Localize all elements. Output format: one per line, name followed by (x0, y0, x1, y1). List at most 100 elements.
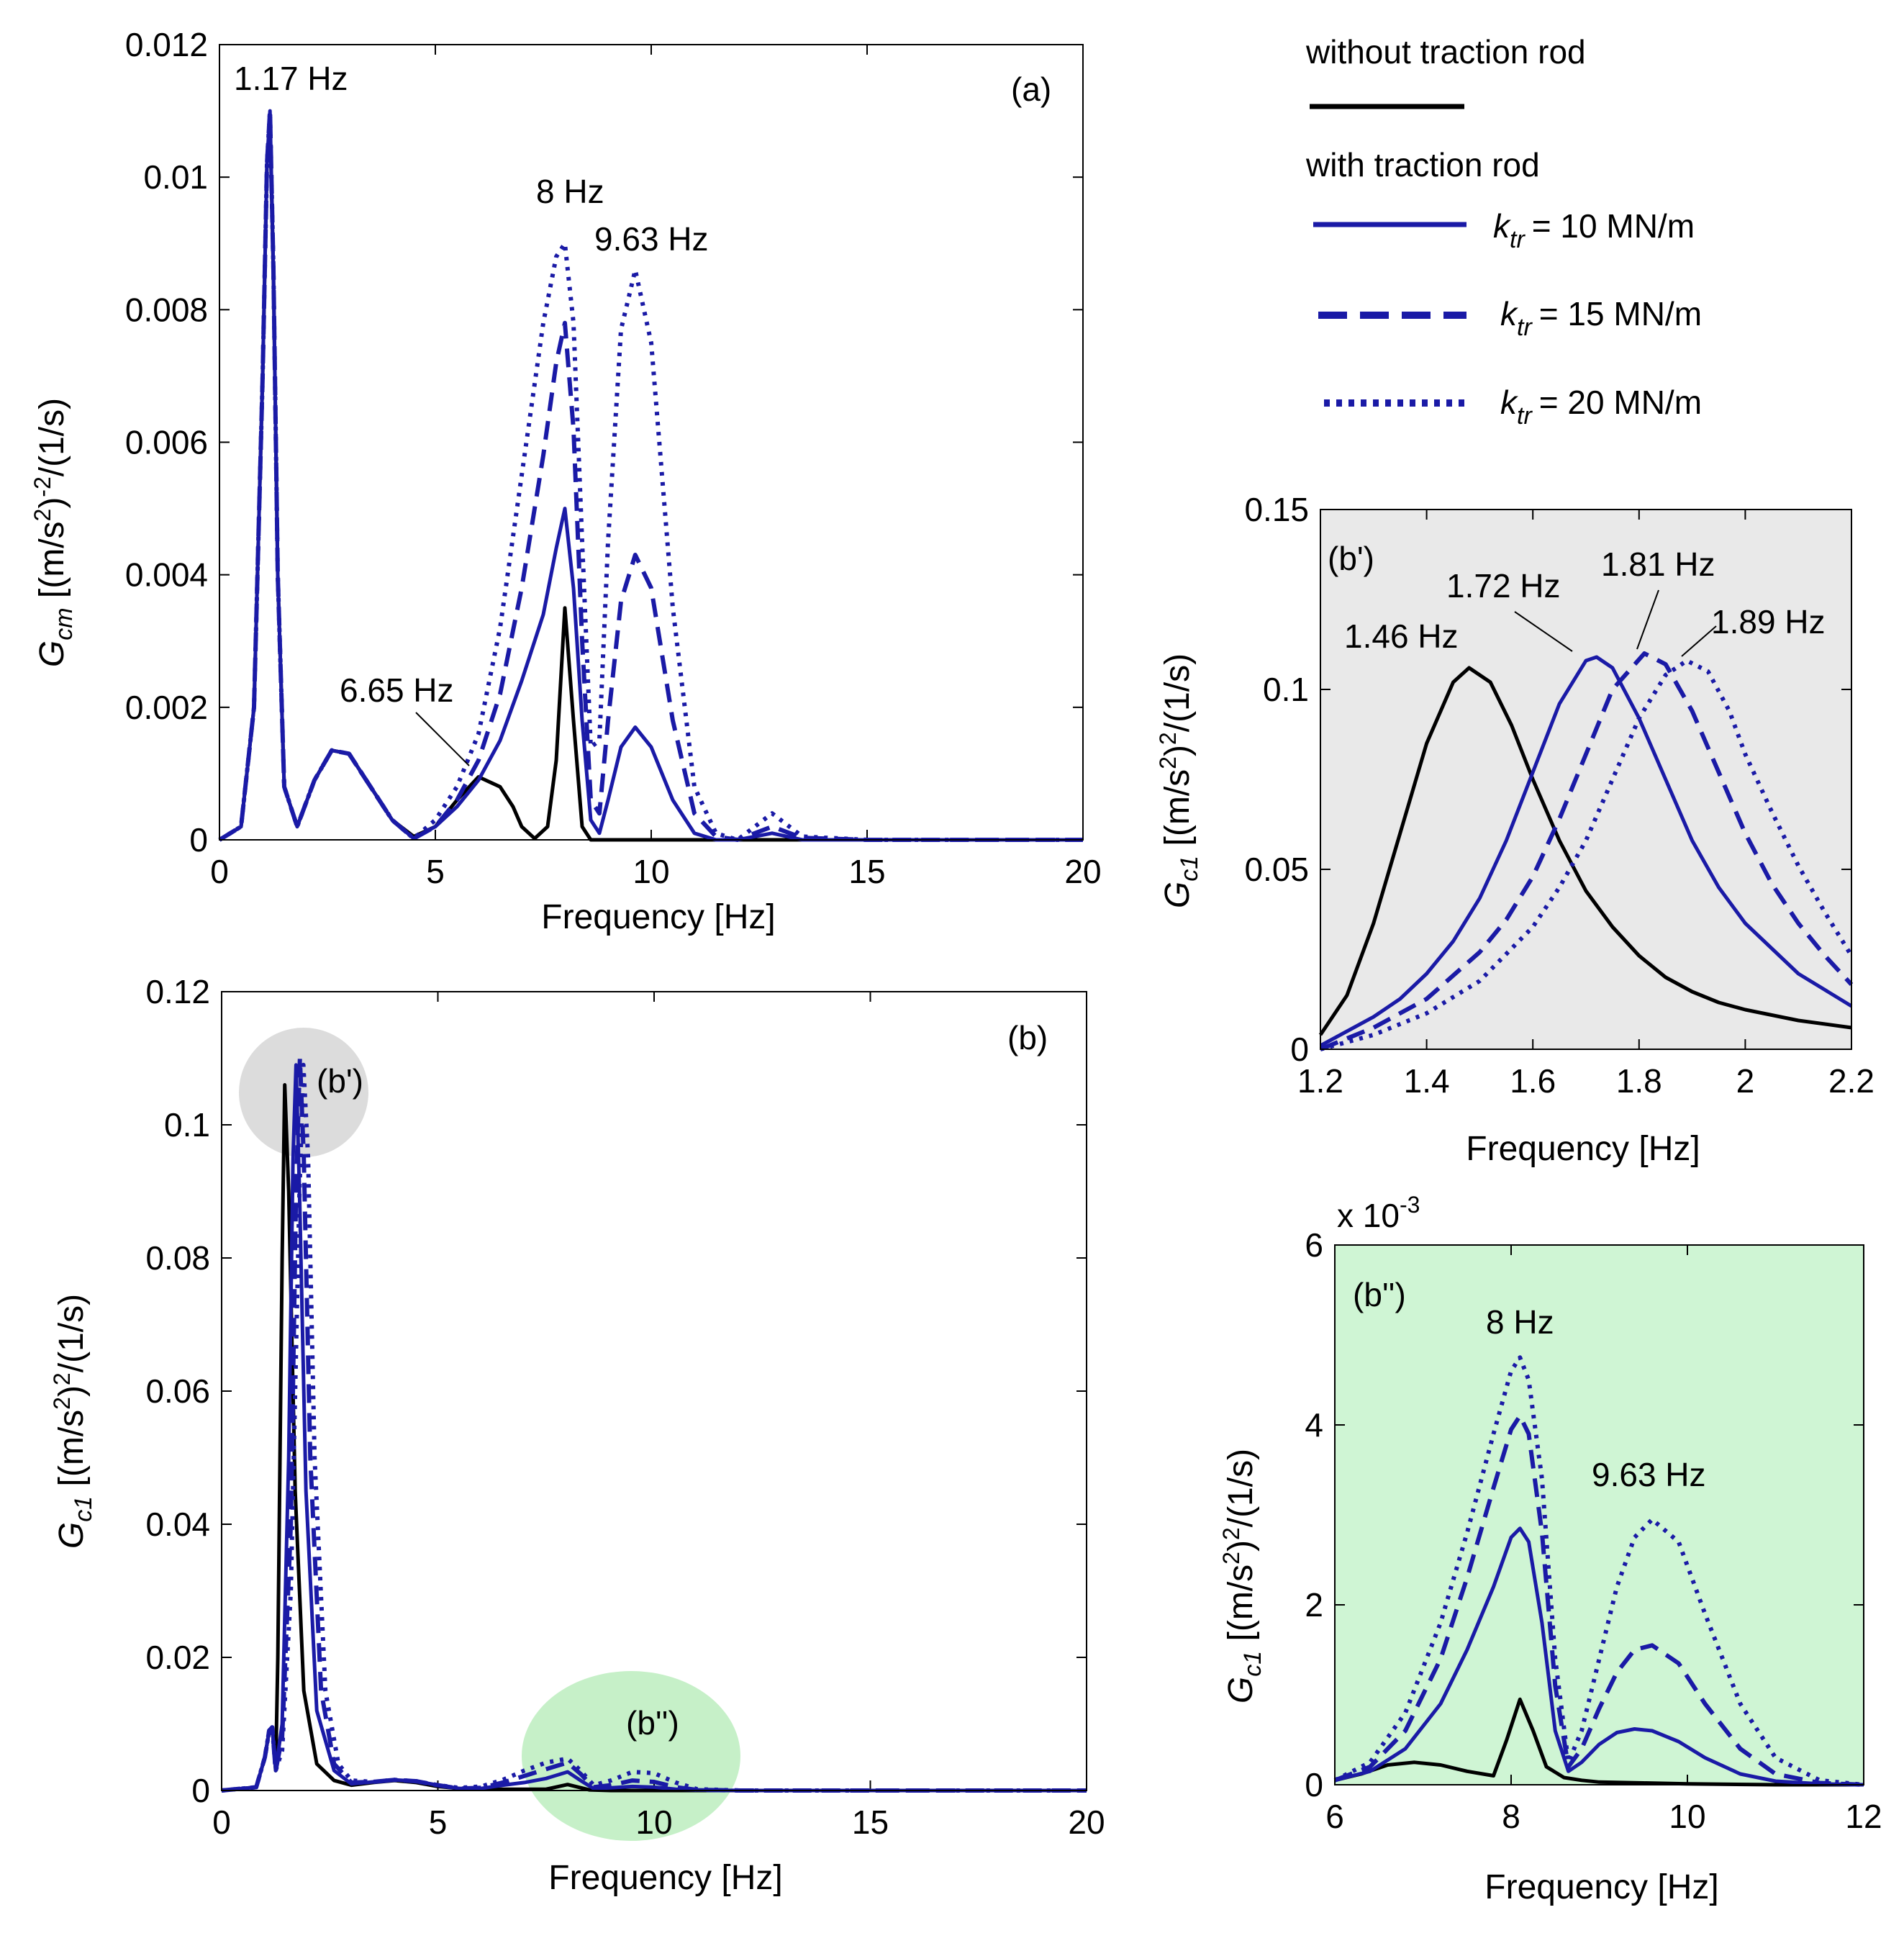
series-dashed (1333, 1413, 1864, 1787)
panel-bprime-frame (1320, 509, 1852, 1050)
legend: without traction rod with traction rod k… (1305, 33, 1702, 430)
y-tick-label: 0.05 (1244, 851, 1309, 888)
y-tick-label: 0 (191, 1772, 210, 1809)
x-tick-label: 5 (426, 853, 445, 890)
y-tick-label: 0 (1290, 1031, 1309, 1068)
panel-a-ylabel: Gcm [(m/s2)-2/(1/s) (30, 398, 78, 667)
y-tick-label: 0.1 (164, 1106, 210, 1144)
panel-bprime-ticks: 1.2 1.4 1.6 1.8 2 2.2 0 0.05 0.1 0.15 (1244, 491, 1874, 1100)
x-tick-label: 0 (212, 1803, 231, 1841)
annotation-bprime-146: 1.46 Hz (1344, 617, 1459, 655)
y-tick-label: 0 (189, 821, 208, 859)
legend-entry-20: ktr = 20 MN/m (1500, 384, 1702, 430)
y-tick-label: 0.15 (1244, 491, 1309, 528)
series-dashed (1319, 651, 1854, 1051)
legend-entry-15: ktr = 15 MN/m (1500, 295, 1702, 341)
panel-b-label: (b) (1007, 1019, 1048, 1056)
panel-bprime-background (1320, 510, 1851, 1049)
annotation-bprime-leader-172 (1514, 611, 1573, 652)
panel-bdouble-frame (1334, 1244, 1864, 1785)
x-tick-label: 1.8 (1616, 1062, 1662, 1100)
panel-bdouble-label: (b'') (1353, 1276, 1406, 1313)
x-tick-label: 8 (1502, 1798, 1520, 1835)
x-tick-label: 2 (1736, 1062, 1755, 1100)
series-solid (1334, 1697, 1864, 1787)
x-tick-label: 15 (848, 853, 885, 890)
panel-b: 0 5 10 15 20 0 0.02 0.04 0.06 0.08 0.1 0.12 (b) (b'… (49, 973, 1105, 1897)
x-tick-label: 20 (1068, 1803, 1105, 1841)
y-tick-label: 6 (1305, 1226, 1323, 1264)
annotation-a-leader-665 (415, 712, 470, 766)
panel-a: 0 5 10 15 20 0 0.002 0.004 0.006 0.008 0.01 0.012 (… (30, 26, 1102, 936)
series-dotted (1320, 658, 1854, 1051)
annotation-a-peak-8: 8 Hz (536, 173, 604, 210)
series-solid (1334, 1526, 1864, 1787)
panel-b-ticks: 0 5 10 15 20 0 0.02 0.04 0.06 0.08 0.1 0.12 (145, 973, 1105, 1841)
legend-entry-10: ktr = 10 MN/m (1493, 207, 1695, 253)
panel-bprime-ylabel: Gc1 [(m/s2)2/(1/s) (1155, 653, 1203, 908)
x-tick-label: 6 (1325, 1798, 1344, 1835)
panel-bdouble-ticks: 6 8 10 12 0 2 4 6 (1305, 1226, 1882, 1835)
annotation-a-peak-963: 9.63 Hz (594, 220, 709, 258)
series-solid (1318, 666, 1852, 1036)
panel-a-label: (a) (1011, 71, 1051, 108)
zoom-circle-bdouble (522, 1671, 740, 1841)
panel-bdouble-ylabel: Gc1 [(m/s2)2/(1/s) (1218, 1449, 1266, 1703)
y-tick-label: 0.12 (145, 973, 210, 1010)
panel-bprime-label: (b') (1328, 540, 1374, 577)
y-tick-label: 0.008 (125, 291, 208, 328)
series-dotted (221, 1062, 1087, 1793)
annotation-bprime-leader-181 (1636, 589, 1659, 650)
panel-b-ylabel: Gc1 [(m/s2)2/(1/s) (49, 1294, 97, 1549)
y-tick-label: 4 (1305, 1406, 1323, 1444)
y-tick-label: 0.06 (145, 1372, 210, 1410)
panel-a-xlabel: Frequency [Hz] (541, 898, 775, 936)
panel-bprime: 1.2 1.4 1.6 1.8 2 2.2 0 0.05 0.1 0.15 (b') 1.46 H… (1155, 491, 1874, 1168)
annotation-bprime-leader-189 (1681, 625, 1717, 657)
panel-bdouble-scale: x 10-3 (1337, 1192, 1420, 1234)
annotation-bprime-189: 1.89 Hz (1711, 603, 1826, 640)
panel-b-frame (221, 991, 1087, 1791)
annotation-bprime-181: 1.81 Hz (1601, 546, 1715, 583)
panel-bdouble-curves (1333, 1355, 1864, 1787)
annotation-b-bdouble: (b'') (626, 1704, 679, 1742)
y-tick-label: 0.1 (1263, 671, 1309, 708)
y-tick-label: 0.08 (145, 1239, 210, 1277)
y-tick-label: 0.01 (143, 158, 208, 196)
x-tick-label: 1.6 (1510, 1062, 1556, 1100)
x-tick-label: 1.4 (1404, 1062, 1450, 1100)
panel-a-frame (219, 44, 1084, 841)
annotation-bprime-172: 1.72 Hz (1446, 567, 1561, 605)
annotation-bdouble-8: 8 Hz (1486, 1303, 1554, 1341)
y-tick-label: 0.04 (145, 1506, 210, 1543)
y-tick-label: 0.006 (125, 424, 208, 461)
x-tick-label: 20 (1064, 853, 1101, 890)
series-solid (1319, 655, 1853, 1048)
panel-bprime-curves (1318, 651, 1854, 1051)
x-tick-label: 12 (1845, 1798, 1882, 1835)
y-tick-label: 0.004 (125, 556, 208, 594)
panel-b-xlabel: Frequency [Hz] (548, 1859, 782, 1897)
x-tick-label: 15 (852, 1803, 889, 1841)
annotation-b-bprime: (b') (317, 1062, 363, 1100)
panel-a-ticks: 0 5 10 15 20 0 0.002 0.004 0.006 0.008 0.01 0.012 (125, 26, 1102, 890)
annotation-a-peak-665: 6.65 Hz (340, 671, 454, 709)
zoom-circle-bprime (239, 1028, 368, 1157)
panel-bprime-xlabel: Frequency [Hz] (1466, 1130, 1700, 1168)
legend-with-label: with traction rod (1305, 146, 1540, 184)
panel-bdouble-xlabel: Frequency [Hz] (1484, 1868, 1718, 1906)
x-tick-label: 10 (1669, 1798, 1705, 1835)
legend-without-label: without traction rod (1305, 33, 1586, 71)
series-dashed (218, 109, 1083, 842)
x-tick-label: 5 (429, 1803, 448, 1841)
x-tick-label: 10 (635, 1803, 672, 1841)
panel-bdouble: 6 8 10 12 0 2 4 6 (b'') x 10-3 8 Hz 9.63 Hz Fre… (1218, 1192, 1882, 1906)
x-tick-label: 0 (210, 853, 229, 890)
y-tick-label: 0.002 (125, 689, 208, 726)
annotation-bdouble-963: 9.63 Hz (1592, 1456, 1706, 1493)
annotation-a-peak-1: 1.17 Hz (234, 60, 348, 97)
y-tick-label: 0 (1305, 1766, 1323, 1803)
y-tick-label: 0.012 (125, 26, 208, 63)
y-tick-label: 2 (1305, 1586, 1323, 1624)
